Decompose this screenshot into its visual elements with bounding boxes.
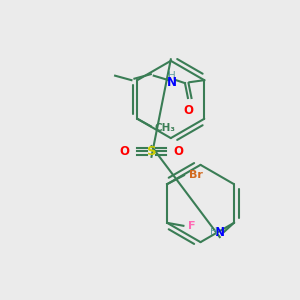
Text: H: H (168, 71, 176, 81)
Text: N: N (167, 76, 177, 89)
Text: O: O (174, 145, 184, 158)
Text: S: S (147, 145, 156, 158)
Text: O: O (183, 104, 193, 117)
Text: N: N (215, 226, 225, 239)
Text: Br: Br (189, 170, 203, 180)
Text: CH₃: CH₃ (154, 123, 175, 133)
Text: H: H (210, 227, 218, 237)
Text: O: O (119, 145, 129, 158)
Text: F: F (188, 221, 195, 231)
